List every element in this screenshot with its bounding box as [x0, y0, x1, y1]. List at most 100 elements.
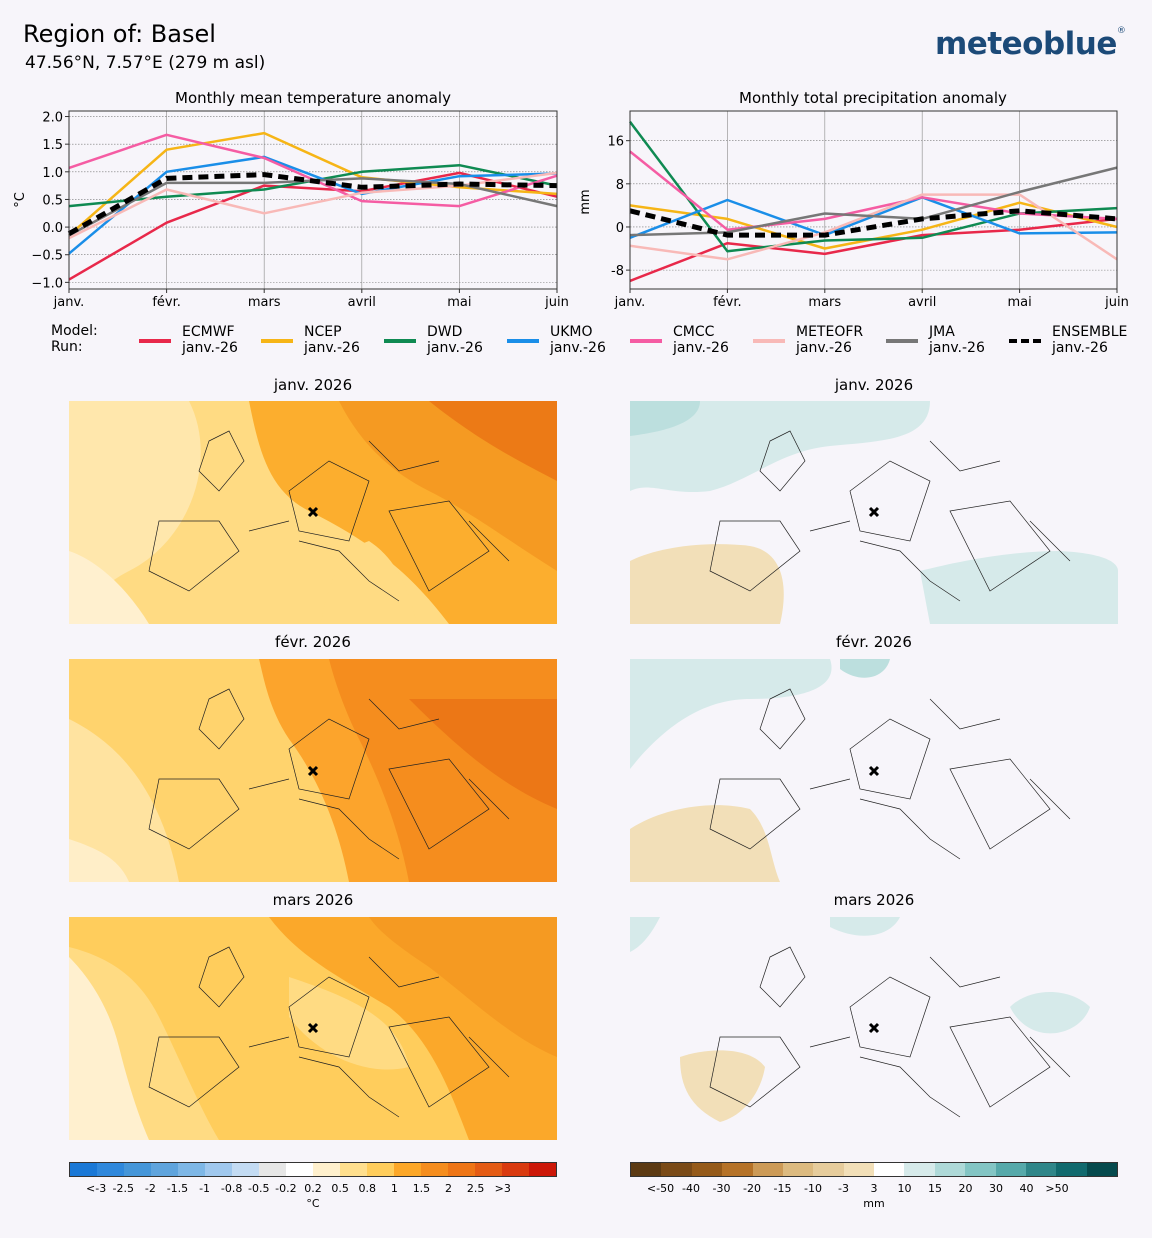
page-title: Region of: Basel	[23, 20, 216, 48]
y-tick-label: 0.0	[42, 221, 63, 236]
y-tick-label: −1.0	[31, 276, 63, 291]
series-line-cmcc	[629, 150, 1118, 231]
colorbar-tick-label: <-3	[86, 1182, 107, 1195]
temperature-colorbar-swatches	[69, 1162, 557, 1177]
y-tick-label: 16	[607, 135, 624, 150]
colorbar-tick-label: -0.2	[275, 1182, 297, 1195]
colorbar-swatch	[631, 1163, 662, 1176]
precipitation-anomaly-map-feb[interactable]	[630, 659, 1118, 882]
precipitation-anomaly-map-mar[interactable]	[630, 917, 1118, 1140]
colorbar-swatch	[178, 1163, 205, 1176]
precipitation-y-axis-label: mm	[578, 189, 593, 214]
colorbar-swatch	[259, 1163, 286, 1176]
location-marker-icon	[307, 1022, 319, 1034]
x-tick-label: juin	[544, 295, 569, 310]
legend-run: janv.-26	[929, 340, 985, 356]
series-line-ensemble	[629, 208, 1118, 238]
colorbar-tick-label: -0.8	[220, 1182, 243, 1195]
temperature-y-ticks: 2.0 1.5 1.0 0.5 0.0 −0.5 −1.0	[31, 111, 69, 291]
temperature-anomaly-map-feb[interactable]	[69, 659, 557, 882]
legend-model: ENSEMBLE	[1052, 324, 1128, 340]
colorbar-swatch	[448, 1163, 475, 1176]
precipitation-chart-frame	[629, 110, 1118, 290]
colorbar-swatch	[1025, 1163, 1057, 1176]
temperature-anomaly-map-jan[interactable]	[69, 401, 557, 624]
colorbar-swatch	[394, 1163, 421, 1176]
legend-header: Model: Run:	[51, 323, 98, 355]
colorbar-tick-label: -2	[144, 1182, 156, 1195]
temp-map-title-2: févr. 2026	[275, 633, 351, 651]
colorbar-tick-label: 20	[958, 1182, 973, 1195]
colorbar-swatch	[691, 1163, 723, 1176]
legend-model: ECMWF	[182, 324, 235, 340]
y-tick-label: 1.5	[42, 138, 63, 153]
legend-run: janv.-26	[673, 340, 729, 356]
colorbar-swatch	[874, 1163, 905, 1176]
x-tick-label: mai	[447, 295, 471, 310]
series-line-ncep	[68, 131, 558, 237]
legend-run-label: Run:	[51, 339, 83, 355]
colorbar-tick-label: -40	[682, 1182, 700, 1195]
x-tick-label: févr.	[713, 295, 742, 310]
colorbar-swatch	[752, 1163, 783, 1176]
colorbar-swatch	[97, 1163, 124, 1176]
temp-map-title-1: janv. 2026	[273, 376, 353, 394]
colorbar-swatch	[813, 1163, 844, 1176]
legend-model: METEOFR	[796, 324, 864, 340]
x-tick-label: mars	[808, 295, 841, 310]
colorbar-tick-label: 1	[390, 1182, 398, 1195]
y-tick-label: 1.0	[42, 166, 63, 181]
y-tick-label: 8	[616, 178, 624, 193]
logo-registered-mark: ®	[1116, 26, 1126, 36]
temperature-chart-title: Monthly mean temperature anomaly	[175, 89, 451, 107]
series-line-ecmwf	[629, 217, 1118, 283]
x-tick-label: avril	[348, 295, 376, 310]
precip-map-title-1: janv. 2026	[834, 376, 914, 394]
colorbar-tick-label: 2	[445, 1182, 453, 1195]
colorbar-swatch	[70, 1163, 97, 1176]
colorbar-tick-label: -1.5	[166, 1182, 189, 1195]
legend-run: janv.-26	[304, 340, 360, 356]
precipitation-colorbar-unit: mm	[863, 1197, 885, 1210]
colorbar-swatch	[782, 1163, 814, 1176]
location-coordinates: 47.56°N, 7.57°E (279 m asl)	[25, 53, 266, 73]
colorbar-swatch	[529, 1163, 556, 1176]
y-tick-label: 2.0	[42, 111, 63, 126]
temperature-colorbar-ticks: <-3 -2.5 -2 -1.5 -1 -0.8 -0.5 -0.2 0.2 0.5 0.8 1 1.5…	[69, 1182, 557, 1196]
precipitation-chart-series	[629, 121, 1118, 283]
colorbar-swatch	[843, 1163, 874, 1176]
x-tick-label: janv.	[614, 295, 646, 310]
precipitation-y-ticks: 16 8 0 -8	[607, 135, 630, 279]
precipitation-x-ticks: janv. févr. mars avril mai juin	[614, 289, 1129, 310]
location-marker-icon	[307, 506, 319, 518]
colorbar-swatch	[232, 1163, 259, 1176]
colorbar-tick-label: 0.2	[304, 1182, 322, 1195]
legend-run: janv.-26	[550, 340, 606, 356]
temperature-anomaly-map-mar[interactable]	[69, 917, 557, 1140]
legend-run: janv.-26	[427, 340, 483, 356]
colorbar-tick-label: -20	[743, 1182, 761, 1195]
temperature-colorbar: <-3 -2.5 -2 -1.5 -1 -0.8 -0.5 -0.2 0.2 0.5 0.8 1 1.5…	[69, 1162, 557, 1210]
legend-swatch	[630, 339, 662, 343]
temperature-chart-frame	[68, 110, 558, 290]
legend-run: janv.-26	[796, 340, 852, 356]
precipitation-chart-title: Monthly total precipitation anomaly	[739, 89, 1007, 107]
colorbar-swatch	[661, 1163, 692, 1176]
meteoblue-logo[interactable]: meteoblue®	[935, 26, 1126, 62]
precipitation-anomaly-map-jan[interactable]	[630, 401, 1118, 624]
colorbar-tick-label: <-50	[646, 1182, 675, 1195]
colorbar-tick-label: 10	[897, 1182, 912, 1195]
colorbar-tick-label: -3	[838, 1182, 849, 1195]
colorbar-swatch	[124, 1163, 151, 1176]
colorbar-tick-label: 40	[1019, 1182, 1034, 1195]
y-tick-label: −0.5	[31, 249, 63, 264]
series-line-ensemble	[67, 172, 558, 236]
temp-map-title-3: mars 2026	[272, 891, 354, 909]
colorbar-swatch	[475, 1163, 502, 1176]
colorbar-tick-label: -2.5	[112, 1182, 134, 1195]
x-tick-label: mai	[1007, 295, 1031, 310]
precip-map-title-2: févr. 2026	[836, 633, 912, 651]
colorbar-tick-label: >50	[1045, 1182, 1069, 1195]
location-marker-icon	[868, 506, 880, 518]
logo-text: meteoblue	[935, 26, 1117, 62]
